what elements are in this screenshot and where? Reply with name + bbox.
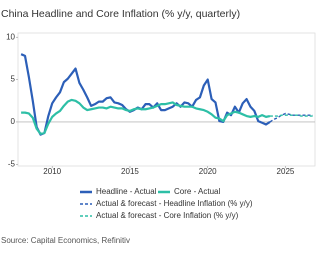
chart-title: China Headline and Core Inflation (% y/y… [1, 8, 240, 20]
x-tick-label: 2020 [199, 167, 217, 176]
series-line [269, 114, 313, 117]
series-line [20, 53, 271, 136]
legend-label: Headline - Actual [96, 187, 157, 196]
legend-label: Actual & forecast - Core Inflation (% y/… [96, 211, 239, 220]
legend-label: Actual & forecast - Headline Inflation (… [96, 199, 253, 208]
y-tick-label: 0 [11, 117, 16, 126]
plot-frame [17, 32, 316, 167]
y-tick-label: 10 [6, 32, 15, 41]
source: Source: Capital Economics, Refinitiv [1, 236, 130, 245]
x-tick-label: 2010 [43, 167, 61, 176]
x-tick-label: 2015 [121, 167, 139, 176]
x-tick-label: 2025 [277, 167, 295, 176]
y-tick-label: -5 [8, 159, 16, 168]
y-tick-label: 5 [11, 75, 16, 84]
legend-label: Core - Actual [174, 187, 220, 196]
series-line [21, 98, 271, 135]
